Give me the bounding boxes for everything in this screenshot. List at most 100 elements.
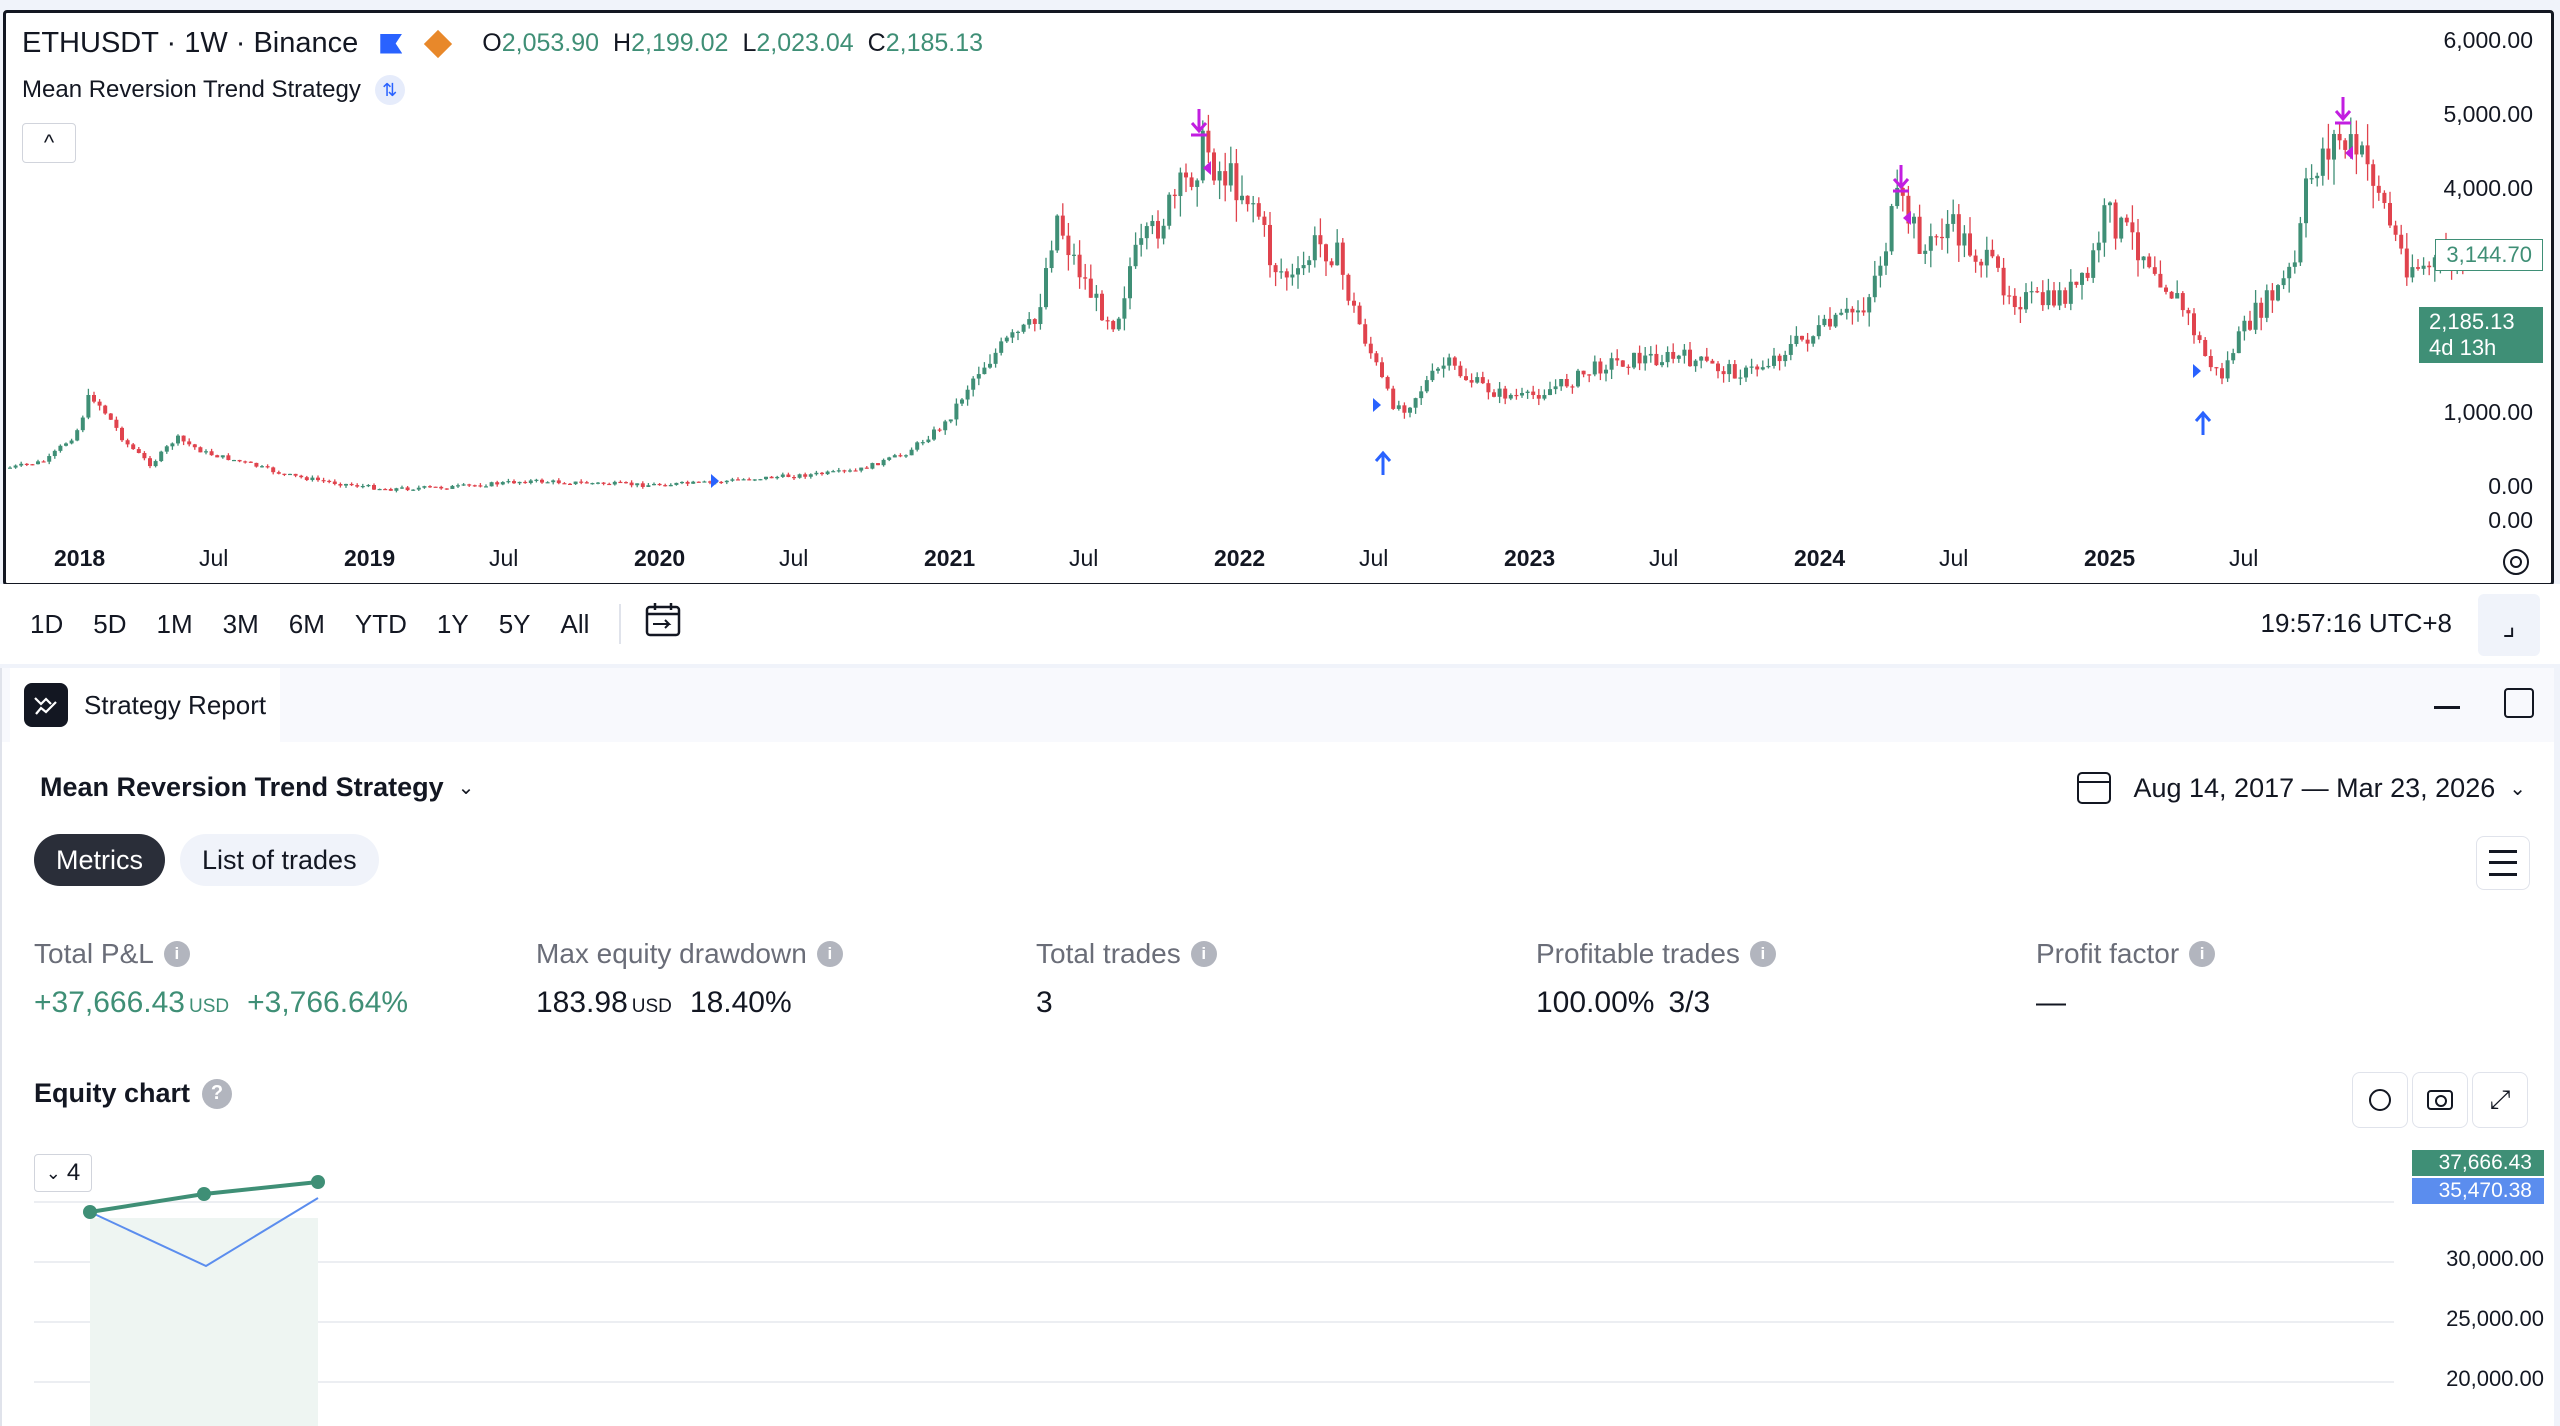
candle-body (579, 481, 584, 483)
chart-settings-icon[interactable] (2503, 549, 2529, 575)
range-5y[interactable]: 5Y (498, 608, 531, 639)
range-1d[interactable]: 1D (30, 608, 64, 639)
candle-body (237, 459, 242, 462)
divider (619, 604, 622, 644)
flag-icon[interactable] (380, 33, 403, 54)
candle-body (696, 481, 701, 483)
strategy-report-tab[interactable]: Strategy Report (10, 668, 281, 742)
candle-body (853, 470, 858, 472)
range-5d[interactable]: 5D (93, 608, 127, 639)
strategy-dropdown[interactable]: Mean Reversion Trend Strategy ⌄ (40, 772, 474, 803)
range-toolbar: 1D 5D 1M 3M 6M YTD 1Y 5Y All 19:57:16 UT… (0, 584, 2560, 664)
equity-point (197, 1187, 211, 1201)
strategy-settings-icon[interactable]: ⇅ (374, 75, 405, 105)
candle-body (1637, 352, 1642, 364)
candle-body (2248, 320, 2252, 330)
candle-body (1693, 360, 1698, 367)
candle-body (814, 472, 819, 475)
candle-body (271, 467, 276, 473)
candle-body (954, 403, 959, 420)
collapse-panel-button[interactable]: ⌟ (2478, 594, 2540, 656)
metric-label: Profitable trades (1536, 938, 1740, 969)
candle-body (13, 465, 18, 468)
date-range-picker[interactable]: Aug 14, 2017 — Mar 23, 2026 ⌄ (2077, 772, 2526, 804)
candle-body (2365, 145, 2370, 165)
candle-body (674, 482, 679, 485)
price-axis-label: 1,000.00 (2443, 399, 2533, 425)
price-chart-panel[interactable]: ETHUSDT · 1W · Binance O2,053.90 H2,199.… (3, 10, 2554, 586)
candle-body (1206, 130, 1211, 153)
info-icon[interactable]: i (163, 941, 190, 967)
collapse-legend-button[interactable]: ^ (22, 123, 76, 163)
equity-collapse-toggle[interactable]: ⌄ 4 (34, 1154, 92, 1192)
strategy-legend[interactable]: Mean Reversion Trend Strategy ⇅ (22, 75, 405, 105)
equity-axis-label: 20,000.00 (2446, 1366, 2544, 1391)
range-1y[interactable]: 1Y (436, 608, 469, 639)
time-axis-label: 2019 (344, 545, 396, 571)
clock-timezone[interactable]: 19:57:16 UTC+8 (2260, 608, 2452, 638)
minimize-icon[interactable] (2434, 706, 2460, 709)
maximize-icon[interactable] (2504, 688, 2534, 718)
candle-body (192, 444, 197, 448)
candle-body (198, 447, 203, 453)
candle-body (780, 474, 785, 477)
candle-body (808, 474, 813, 477)
candle-body (1760, 367, 1765, 370)
candle-body (377, 488, 382, 491)
metric-unit: USD (188, 996, 230, 1017)
equity-expand-button[interactable]: ⤢ (2472, 1072, 2528, 1128)
range-3m[interactable]: 3M (222, 608, 259, 639)
tab-metrics[interactable]: Metrics (34, 834, 165, 886)
time-axis-label: Jul (199, 545, 229, 571)
metric-label: Max equity drawdown (536, 938, 807, 969)
candle-body (2068, 281, 2073, 304)
strategy-name[interactable]: Mean Reversion Trend Strategy (22, 76, 361, 103)
candle-body (1917, 216, 1922, 254)
candle-body (1727, 364, 1732, 375)
candle-body (2220, 368, 2224, 379)
candle-body (691, 481, 696, 484)
range-all[interactable]: All (560, 608, 590, 639)
help-icon[interactable]: ? (202, 1078, 233, 1109)
candle-body (842, 470, 847, 472)
candle-body (2253, 302, 2258, 330)
equity-settings-button[interactable] (2352, 1072, 2408, 1128)
candle-body (131, 444, 136, 450)
candle-body (1279, 271, 1284, 273)
range-1m[interactable]: 1M (156, 608, 193, 639)
equity-snapshot-button[interactable] (2412, 1072, 2468, 1128)
candle-body (1867, 297, 1872, 313)
entry-marker (1373, 398, 1381, 412)
equity-chart-canvas[interactable] (2, 1128, 2554, 1426)
candle-body (125, 440, 130, 445)
candle-body (86, 395, 91, 418)
symbol-title[interactable]: ETHUSDT · 1W · Binance (22, 27, 359, 59)
info-icon[interactable]: i (2189, 941, 2216, 967)
camera-icon (2427, 1090, 2453, 1110)
tab-list-of-trades[interactable]: List of trades (180, 834, 379, 886)
time-axis-label: 2021 (924, 545, 976, 571)
candle-body (2147, 256, 2152, 268)
candle-body (495, 482, 500, 485)
goto-date-icon[interactable] (645, 602, 683, 646)
range-6m[interactable]: 6M (288, 608, 325, 639)
candle-body (1172, 194, 1177, 197)
candle-body (1643, 355, 1648, 364)
candle-body (461, 484, 466, 486)
range-ytd[interactable]: YTD (354, 608, 407, 639)
info-icon[interactable]: i (1749, 941, 1776, 967)
info-icon[interactable]: i (1190, 941, 1217, 967)
candle-body (176, 435, 180, 444)
list-view-icon[interactable] (2476, 836, 2530, 890)
metric-total-pnl: Total P&L i +37,666.43 USD +3,766.64% (34, 938, 408, 1020)
price-chart-canvas[interactable] (6, 13, 2551, 583)
bar-countdown: 4d 13h (2429, 335, 2497, 360)
candle-body (2404, 248, 2409, 278)
candle-body (769, 476, 774, 479)
candle-body (1072, 254, 1076, 256)
candle-body (909, 449, 914, 456)
candle-body (2225, 360, 2230, 379)
metric-label: Total P&L (34, 938, 154, 969)
info-icon[interactable]: i (816, 941, 843, 967)
candle-body (64, 443, 68, 446)
